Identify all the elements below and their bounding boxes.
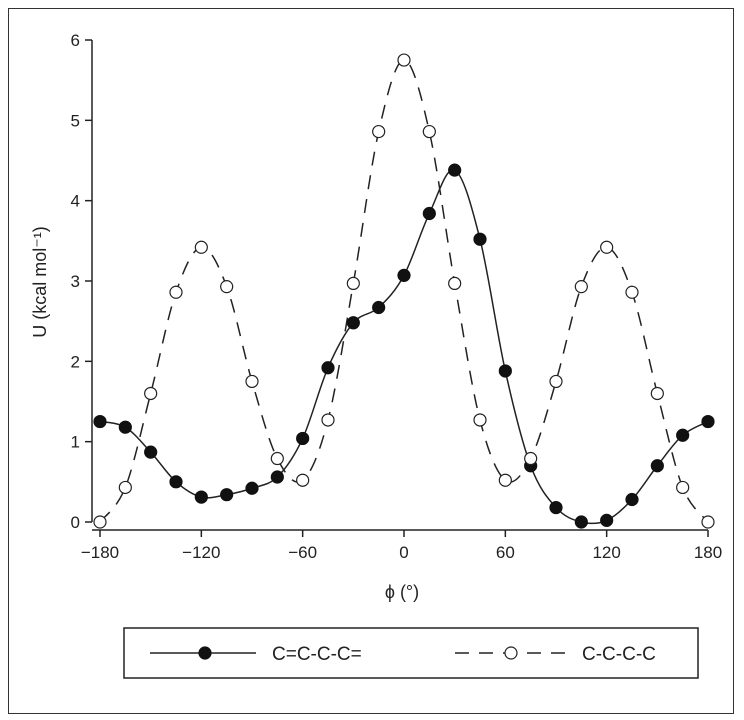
series-2-point: [676, 480, 690, 495]
series-2-point: [245, 374, 259, 389]
series-2-point: [524, 451, 538, 466]
series-2-point: [372, 124, 386, 139]
series-2-point: [118, 480, 132, 495]
series-1-point: [397, 268, 411, 282]
series-2-point: [600, 240, 614, 254]
series-1-point: [118, 420, 132, 434]
series-2-point: [321, 413, 335, 427]
y-tick-label: 0: [71, 513, 80, 532]
x-tick-label: −60: [288, 543, 317, 562]
legend-marker-open: [504, 646, 518, 660]
figure-frame: [8, 8, 734, 714]
series-1-point: [574, 515, 588, 529]
series-2-point: [346, 276, 360, 291]
series-1-point: [650, 459, 664, 473]
x-tick-label: 120: [592, 543, 620, 562]
series-1-point: [194, 490, 208, 504]
series-2-point: [270, 451, 284, 466]
series-2-point: [422, 124, 436, 139]
series-1-point: [270, 470, 284, 484]
series-1-point: [220, 488, 234, 502]
x-ticks: −180 −120 −60 0 60 120 180: [81, 530, 722, 562]
series-1-point: [600, 513, 614, 527]
series-1-point: [448, 163, 462, 177]
series-1-point: [473, 232, 487, 246]
series-2-point: [549, 374, 563, 389]
series-1-point: [372, 300, 386, 315]
x-tick-label: −180: [81, 543, 119, 562]
series-1-point: [422, 206, 436, 221]
series-line-1: [99, 169, 709, 525]
series-1-point: [245, 481, 259, 495]
series-2-point: [701, 515, 715, 529]
series-1-point: [93, 414, 107, 429]
x-tick-label: −120: [182, 543, 220, 562]
series-2-point: [650, 386, 664, 401]
legend-label-series-1: C=C-C-C=: [272, 644, 362, 665]
series-2-point: [296, 473, 310, 487]
series-1-point: [296, 431, 310, 446]
axes: [91, 40, 708, 531]
series-2-point: [144, 386, 158, 401]
series-1-point: [321, 361, 335, 375]
series-2-point: [498, 473, 512, 487]
series-2-point: [625, 285, 639, 299]
y-tick-label: 5: [71, 111, 80, 130]
series-1-point: [498, 364, 512, 378]
legend: C=C-C-C= C-C-C-C: [123, 627, 699, 679]
series-2-point: [93, 515, 107, 529]
series-1-point: [625, 492, 639, 507]
legend-marker-filled: [198, 646, 212, 660]
x-axis-label: ϕ (°): [385, 582, 419, 602]
y-ticks: 0 1 2 3 4 5 6: [71, 31, 92, 532]
series-2-point: [473, 413, 487, 427]
x-tick-label: 180: [694, 543, 722, 562]
series-2-point: [169, 285, 183, 299]
y-tick-label: 4: [71, 192, 80, 211]
series-2-point: [574, 280, 588, 294]
x-tick-label: 0: [399, 543, 408, 562]
series-2-point: [448, 276, 462, 291]
series-2-point: [397, 53, 411, 67]
series-1-point: [346, 316, 360, 330]
y-tick-label: 1: [71, 433, 80, 452]
series-1-point: [701, 414, 715, 429]
y-axis-label: U (kcal mol⁻¹): [30, 226, 50, 338]
series-line-2: [99, 59, 709, 523]
series-2-point: [220, 280, 234, 294]
y-tick-label: 3: [71, 272, 80, 291]
series-1-point: [169, 475, 183, 489]
y-tick-label: 6: [71, 31, 80, 50]
legend-label-series-2: C-C-C-C: [582, 644, 656, 665]
series-layer: [93, 53, 715, 529]
series-2-point: [194, 240, 208, 254]
x-tick-label: 60: [496, 543, 515, 562]
series-1-point: [549, 500, 563, 515]
series-1-point: [144, 445, 158, 459]
series-1-point: [676, 428, 690, 442]
y-tick-label: 2: [71, 352, 80, 371]
